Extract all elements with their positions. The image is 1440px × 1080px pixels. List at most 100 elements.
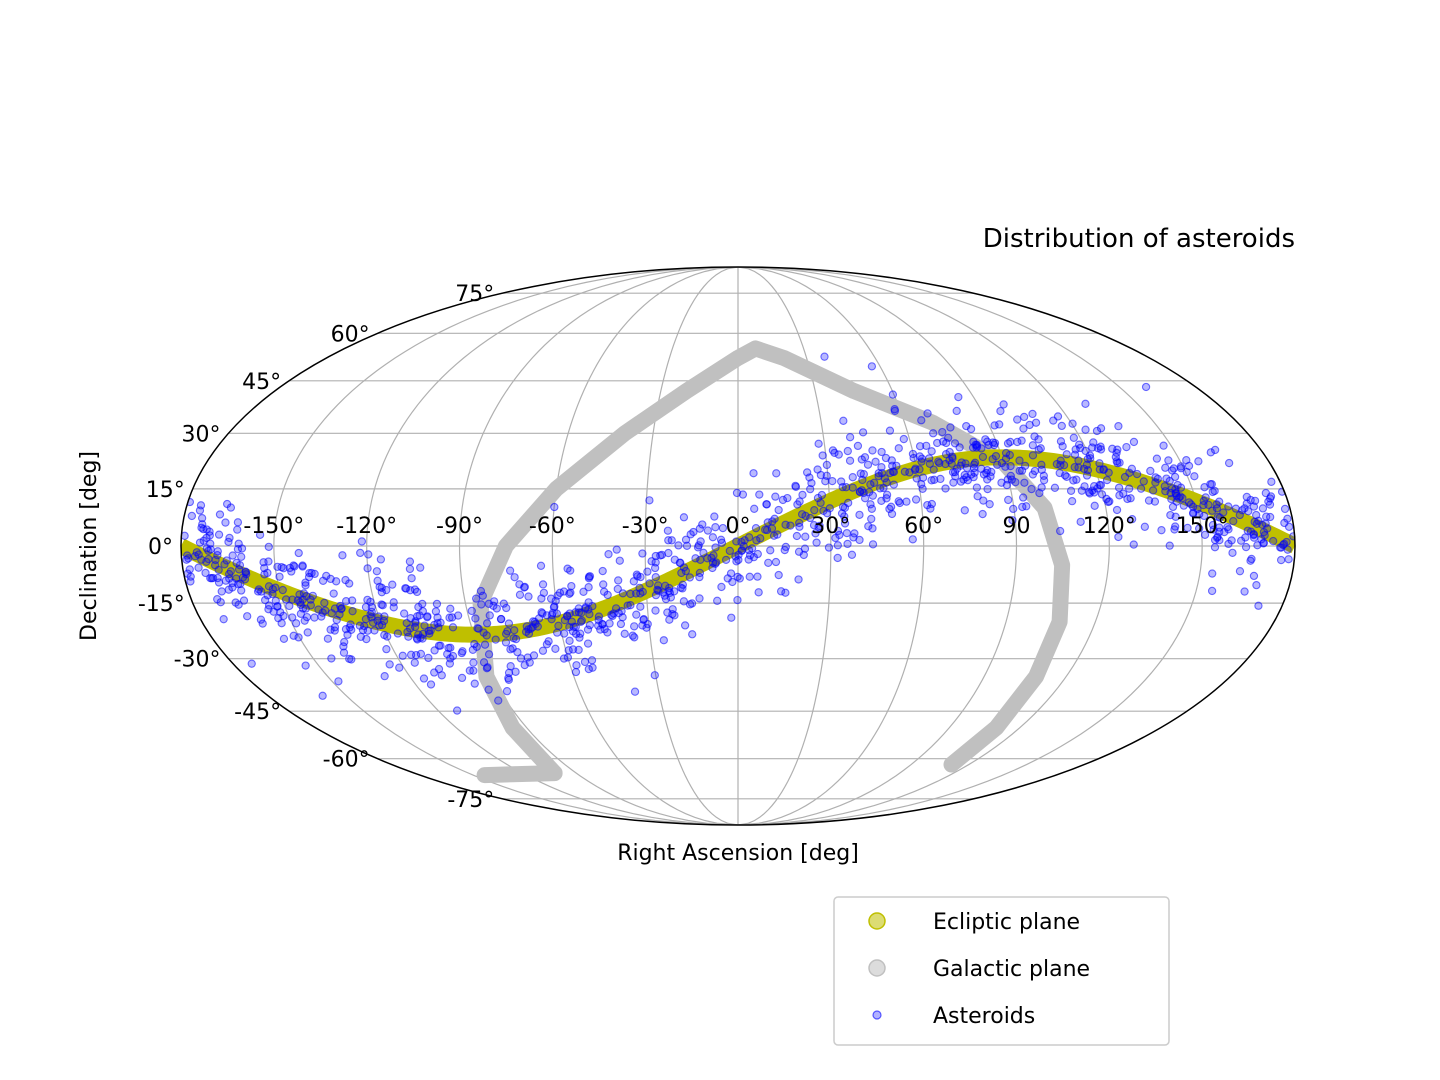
asteroid-point <box>675 558 684 567</box>
asteroid-point <box>1037 465 1046 474</box>
asteroid-point <box>233 518 243 527</box>
asteroid-point <box>510 573 519 582</box>
asteroid-point <box>202 525 211 534</box>
asteroid-point <box>499 599 508 608</box>
asteroid-point <box>843 539 852 549</box>
asteroid-point <box>1050 483 1060 492</box>
asteroid-point <box>756 534 765 543</box>
asteroid-point <box>1267 477 1276 486</box>
asteroid-point <box>585 620 595 630</box>
asteroid-point <box>233 525 242 534</box>
asteroid-point <box>234 600 243 609</box>
asteroid-point <box>502 603 511 613</box>
asteroid-point <box>833 541 842 550</box>
asteroid-point <box>345 623 354 632</box>
asteroid-point <box>681 535 691 544</box>
asteroid-point <box>754 588 763 597</box>
asteroid-point <box>471 594 481 603</box>
asteroid-point <box>918 484 927 493</box>
asteroid-point <box>445 613 454 622</box>
asteroid-point <box>933 438 942 448</box>
asteroid-point <box>1159 441 1168 450</box>
asteroid-point <box>735 574 744 583</box>
asteroid-point <box>444 643 453 653</box>
asteroid-point <box>645 496 654 505</box>
asteroid-point <box>626 601 635 610</box>
asteroid-point <box>917 480 926 489</box>
asteroid-point <box>983 484 992 494</box>
asteroid-point <box>781 542 790 552</box>
asteroid-point <box>1219 508 1228 517</box>
legend-box <box>833 896 1170 1046</box>
asteroid-point <box>638 549 647 558</box>
asteroid-point <box>378 601 387 610</box>
asteroid-point <box>929 465 938 474</box>
asteroid-point <box>938 427 947 437</box>
asteroid-point <box>991 451 1001 461</box>
asteroid-point <box>929 429 938 438</box>
asteroid-point <box>1003 475 1012 484</box>
asteroid-point <box>1039 476 1049 485</box>
asteroid-point <box>260 595 270 605</box>
asteroid-point <box>695 594 704 603</box>
asteroid-point <box>611 604 621 613</box>
asteroid-point <box>348 607 357 616</box>
galactic-plane-series <box>472 340 1071 784</box>
asteroid-point <box>1114 483 1124 492</box>
asteroid-point <box>1028 451 1038 460</box>
asteroid-point <box>636 572 645 582</box>
asteroid-point <box>581 604 590 613</box>
asteroid-point <box>763 518 772 527</box>
asteroid-point <box>728 577 737 587</box>
asteroid-point <box>1092 426 1102 436</box>
asteroid-point <box>477 600 486 609</box>
asteroid-point <box>894 497 903 506</box>
asteroid-point <box>871 457 880 466</box>
asteroid-point <box>1160 482 1169 491</box>
asteroid-point <box>651 573 660 582</box>
asteroid-point <box>1246 495 1255 505</box>
asteroid-point <box>1289 532 1295 541</box>
asteroid-point <box>1252 580 1261 590</box>
asteroid-point <box>1015 466 1024 475</box>
asteroid-point <box>696 555 705 564</box>
asteroid-point <box>420 621 429 630</box>
asteroid-point <box>764 558 773 567</box>
asteroid-point <box>1210 445 1220 455</box>
asteroid-point <box>952 406 961 416</box>
asteroid-point <box>572 661 581 670</box>
asteroid-point <box>345 654 354 663</box>
asteroid-point <box>934 457 943 466</box>
asteroid-point <box>887 456 896 465</box>
asteroid-point <box>1210 543 1220 552</box>
asteroid-point <box>917 416 926 425</box>
asteroid-point <box>855 510 864 519</box>
asteroid-point <box>1280 504 1290 514</box>
asteroid-point <box>1081 446 1090 456</box>
asteroid-point <box>278 585 287 595</box>
asteroid-point <box>1254 601 1263 610</box>
asteroid-point <box>538 580 548 589</box>
asteroid-point <box>186 577 195 586</box>
asteroid-point <box>1276 555 1286 565</box>
y-tick-label: -30° <box>174 648 221 673</box>
asteroid-point <box>1076 517 1085 526</box>
asteroid-point <box>691 554 700 563</box>
asteroid-point <box>1062 450 1071 459</box>
asteroid-point <box>1058 442 1067 451</box>
asteroid-point <box>405 557 415 566</box>
asteroid-point <box>1112 457 1121 466</box>
asteroid-point <box>1266 494 1275 503</box>
asteroid-point <box>224 537 233 547</box>
asteroid-point <box>583 625 593 634</box>
asteroid-point <box>985 500 994 509</box>
asteroid-point <box>1162 474 1171 483</box>
asteroid-point <box>794 575 803 584</box>
asteroid-point <box>946 423 955 432</box>
asteroid-point <box>1244 507 1253 516</box>
asteroid-point <box>630 687 640 696</box>
asteroid-point <box>1030 466 1040 476</box>
asteroid-point <box>632 610 641 619</box>
asteroid-point <box>279 634 289 644</box>
asteroid-point <box>504 619 514 628</box>
